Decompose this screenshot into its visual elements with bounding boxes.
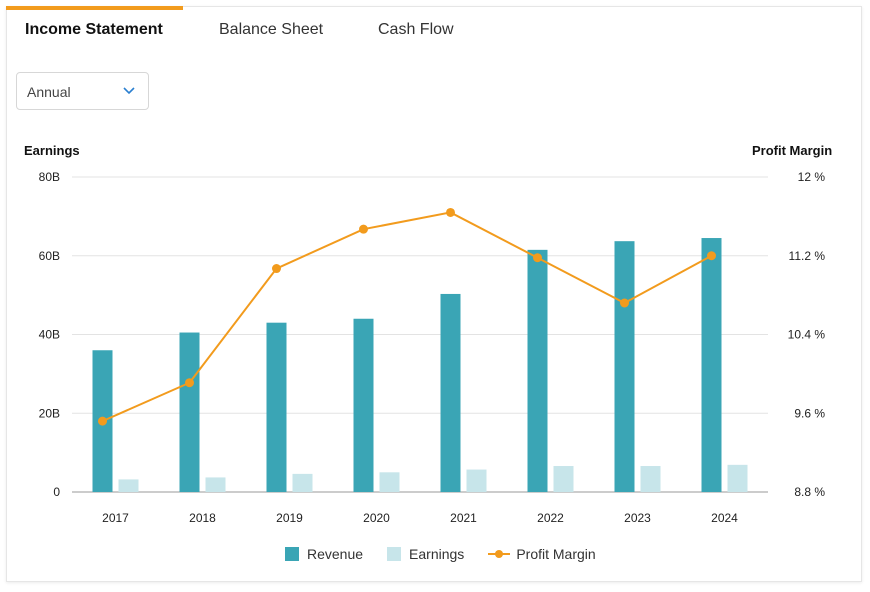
earnings-bar xyxy=(292,473,313,492)
profit-margin-point xyxy=(533,253,542,263)
profit-margin-point xyxy=(620,298,629,308)
right-axis-title: Profit Margin xyxy=(752,143,833,158)
revenue-bar xyxy=(701,238,722,492)
earnings-bar xyxy=(205,477,226,492)
earnings-bar xyxy=(640,466,661,492)
earnings-swatch xyxy=(387,547,402,561)
profit-margin-swatch xyxy=(488,547,511,561)
legend-item-profit-margin[interactable]: Profit Margin xyxy=(488,546,596,562)
tab-income-statement[interactable]: Income Statement xyxy=(25,21,163,38)
x-tick-label: 2021 xyxy=(450,511,477,525)
left-tick-label: 80B xyxy=(39,170,60,184)
tab-cash-flow[interactable]: Cash Flow xyxy=(378,21,454,38)
profit-margin-point xyxy=(707,251,716,261)
x-tick-label: 2020 xyxy=(363,511,390,525)
earnings-bar xyxy=(553,466,574,492)
x-tick-label: 2024 xyxy=(711,511,738,525)
x-tick-label: 2022 xyxy=(537,511,564,525)
x-tick-label: 2019 xyxy=(276,511,303,525)
revenue-swatch xyxy=(285,547,299,561)
x-tick-label: 2017 xyxy=(102,511,129,525)
chevron-down-icon xyxy=(123,87,135,95)
right-tick-label: 8.8 % xyxy=(794,485,825,499)
right-tick-label: 11.2 % xyxy=(789,249,826,263)
revenue-bar xyxy=(614,241,635,492)
left-tick-label: 60B xyxy=(39,249,60,263)
legend-label-profit-margin: Profit Margin xyxy=(516,546,596,562)
profit-margin-point xyxy=(359,224,368,234)
earnings-bar xyxy=(466,469,487,492)
right-tick-label: 10.4 % xyxy=(788,328,826,342)
period-select[interactable]: Annual xyxy=(16,72,149,110)
revenue-bar xyxy=(353,318,374,492)
earnings-bar xyxy=(379,472,400,492)
tab-balance-sheet[interactable]: Balance Sheet xyxy=(219,21,324,38)
chart-legend: Revenue Earnings Profit Margin xyxy=(285,544,620,564)
revenue-bar xyxy=(179,332,200,492)
right-tick-label: 9.6 % xyxy=(794,406,825,420)
revenue-bar xyxy=(527,249,548,492)
legend-label-revenue: Revenue xyxy=(307,546,364,562)
profit-margin-point xyxy=(98,416,107,426)
revenue-bar xyxy=(266,322,287,492)
legend-item-revenue[interactable]: Revenue xyxy=(285,546,363,562)
earnings-bar xyxy=(118,479,139,492)
statement-tabs: Income Statement Balance Sheet Cash Flow xyxy=(6,6,860,54)
earnings-bar xyxy=(727,464,748,492)
x-tick-label: 2018 xyxy=(189,511,216,525)
left-tick-label: 0 xyxy=(53,485,60,499)
active-tab-indicator xyxy=(6,6,183,10)
profit-margin-line xyxy=(102,211,712,423)
legend-label-earnings: Earnings xyxy=(409,546,465,562)
x-tick-label: 2023 xyxy=(624,511,651,525)
left-tick-label: 20B xyxy=(39,406,60,420)
profit-margin-point xyxy=(446,207,455,217)
profit-margin-point xyxy=(185,378,194,388)
profit-margin-point xyxy=(272,264,281,274)
left-axis-title: Earnings xyxy=(24,143,80,158)
revenue-bar xyxy=(440,293,461,492)
period-select-value: Annual xyxy=(27,84,71,100)
left-tick-label: 40B xyxy=(39,328,60,342)
right-tick-label: 12 % xyxy=(798,170,826,184)
legend-item-earnings[interactable]: Earnings xyxy=(387,546,464,562)
